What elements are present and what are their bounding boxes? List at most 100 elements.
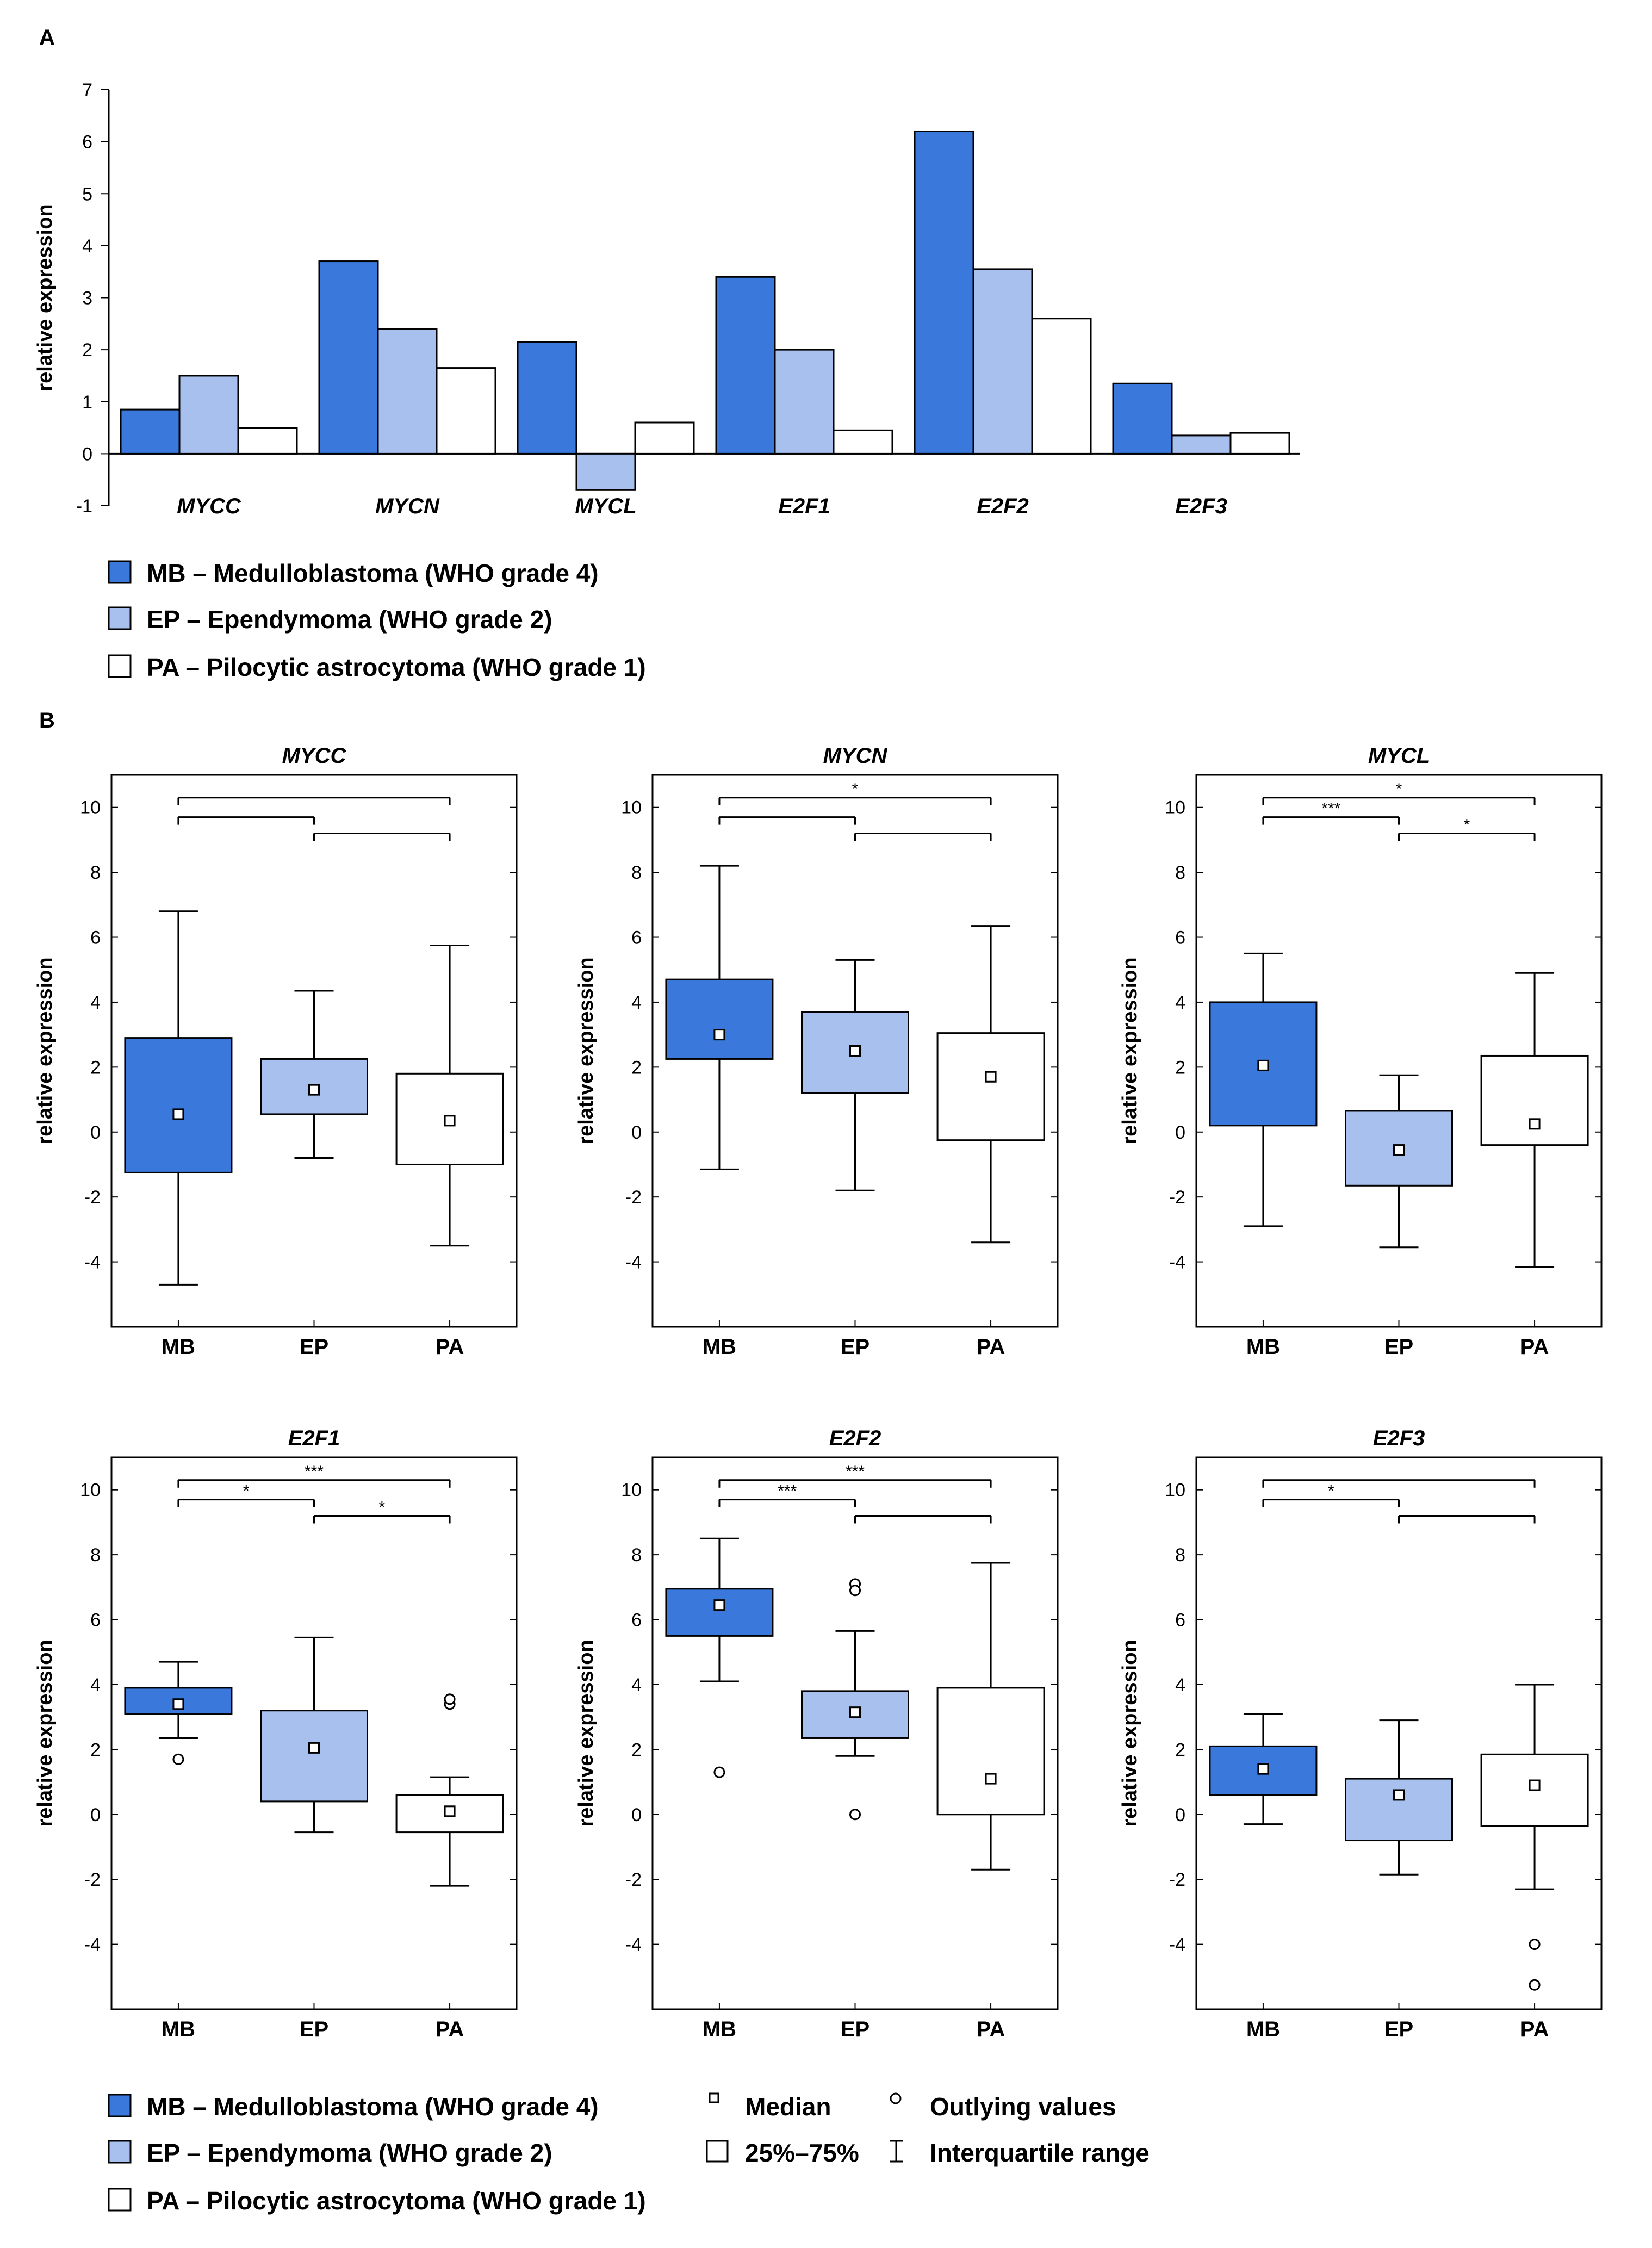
legend-swatch-pa <box>108 2188 132 2212</box>
significance-bracket: * <box>313 1498 451 1524</box>
bar-ep-mycc <box>178 375 239 455</box>
outlier-point <box>849 1809 861 1821</box>
outlier-point <box>1529 1939 1541 1951</box>
y-tick-label: 7 <box>82 80 92 101</box>
y-tick-label: -4 <box>84 1252 101 1273</box>
significance-bracket <box>313 832 451 841</box>
group-label-mb: MB <box>162 2017 195 2041</box>
group-label-ep: EP <box>1384 1335 1413 1359</box>
y-tick-label: 0 <box>1175 1805 1185 1825</box>
box-pa <box>395 944 504 1247</box>
category-label-e2f3: E2F3 <box>1175 494 1227 518</box>
y-tick-label: 4 <box>631 992 642 1013</box>
median-marker <box>849 1045 861 1057</box>
y-tick-label: -2 <box>1169 1870 1185 1890</box>
y-tick-label: 8 <box>90 1545 101 1566</box>
y-tick-label: 4 <box>90 1675 101 1696</box>
y-tick-label: 1 <box>82 392 92 413</box>
median-marker <box>1529 1118 1541 1130</box>
group-label-mb: MB <box>1246 1335 1280 1359</box>
median-marker <box>985 1773 997 1785</box>
group-label-mb: MB <box>162 1335 195 1359</box>
panel-label-a: A <box>39 26 55 49</box>
box-plot-e2f3: E2F3 -4 -2 0 2 4 6 8 10 relative expression MB EP PA… <box>1119 1426 1603 2041</box>
significance-label: * <box>1396 780 1402 798</box>
bar-ep-e2f3 <box>1171 434 1232 455</box>
y-tick-label: 8 <box>90 862 101 883</box>
box-ep <box>260 1636 368 1834</box>
significance-label: * <box>243 1482 250 1500</box>
box-mb <box>1209 952 1318 1227</box>
significance-bracket: *** <box>718 1482 856 1507</box>
box-pa <box>395 1693 504 1887</box>
category-label-e2f2: E2F2 <box>977 494 1029 518</box>
legend-swatch-ep <box>108 606 132 630</box>
bar-ep-e2f1 <box>774 349 835 455</box>
group-label-mb: MB <box>703 1335 736 1359</box>
y-tick-label: 4 <box>1175 1675 1185 1696</box>
plot-title-mycc: MYCC <box>282 744 347 768</box>
significance-label: *** <box>1321 800 1340 818</box>
box-pa <box>936 925 1045 1244</box>
box-plots: MYCC -4 -2 0 2 4 6 8 10 relative expression MB EP PA… <box>34 744 1603 2041</box>
legend-label-mb: MB – Medulloblastoma (WHO grade 4) <box>147 559 599 587</box>
median-marker <box>1257 1059 1269 1071</box>
legend-b: MB – Medulloblastoma (WHO grade 4) EP – E… <box>108 2092 1150 2215</box>
box-mb <box>665 865 774 1170</box>
bar-pa-e2f1 <box>833 429 893 455</box>
plot-title-e2f3: E2F3 <box>1373 1426 1425 1450</box>
box-plot-mycc: MYCC -4 -2 0 2 4 6 8 10 relative expression MB EP PA <box>34 744 518 1359</box>
box-mb <box>124 1661 233 1765</box>
group-label-ep: EP <box>841 2017 870 2041</box>
outlier-point <box>1529 1979 1541 1991</box>
bar-chart: -1 0 1 2 3 4 5 6 7 relative expression MYCC MYCN MYC… <box>34 80 1300 518</box>
iqr-box <box>665 1588 774 1637</box>
y-tick-label: -4 <box>625 1935 642 1955</box>
box-mb <box>1209 1713 1318 1825</box>
legend-label-pa: PA – Pilocytic astrocytoma (WHO grade 1) <box>147 2187 646 2215</box>
y-tick-label: 4 <box>90 992 101 1013</box>
bar-pa-mycl <box>634 421 695 455</box>
significance-bracket: *** <box>177 1463 451 1488</box>
y-tick-label: 2 <box>631 1057 642 1078</box>
legend-box-label: 25%–75% <box>745 2139 859 2167</box>
y-tick-label: 5 <box>82 184 92 204</box>
significance-bracket: * <box>1262 780 1536 805</box>
box-ep <box>801 1578 909 1821</box>
legend-swatch-mb <box>108 560 132 584</box>
significance-bracket: * <box>1398 816 1536 841</box>
legend-whisker-label: Interquartile range <box>930 2139 1150 2167</box>
box-ep <box>1345 1719 1453 1876</box>
legend-a: MB – Medulloblastoma (WHO grade 4) EP – E… <box>108 559 646 681</box>
bar-mb-e2f3 <box>1112 382 1173 455</box>
significance-bracket <box>1398 1514 1536 1524</box>
significance-label: *** <box>305 1463 324 1481</box>
significance-bracket <box>177 816 315 825</box>
group-label-mb: MB <box>703 2017 736 2041</box>
y-tick-label: 8 <box>1175 1545 1185 1566</box>
box-plot-mycn: MYCN -4 -2 0 2 4 6 8 10 relative expression MB EP PA… <box>575 744 1059 1359</box>
significance-label: * <box>378 1498 385 1516</box>
bar-pa-e2f3 <box>1229 432 1290 455</box>
y-tick-label: 6 <box>631 928 642 948</box>
median-marker <box>172 1108 184 1120</box>
significance-label: * <box>852 780 859 798</box>
bar-mb-e2f1 <box>715 276 776 455</box>
median-marker <box>849 1706 861 1718</box>
median-marker-icon <box>709 2092 719 2103</box>
y-tick-label: 3 <box>82 288 92 309</box>
significance-bracket: * <box>177 1482 315 1507</box>
box-mb <box>665 1537 774 1778</box>
legend-outliers-label: Outlying values <box>930 2092 1116 2121</box>
box-ep <box>1345 1074 1453 1249</box>
y-tick-label: 2 <box>1175 1740 1185 1760</box>
median-marker <box>172 1698 184 1710</box>
y-tick-label: 8 <box>631 1545 642 1566</box>
y-tick-label: 6 <box>90 928 101 948</box>
group-label-pa: PA <box>977 2017 1005 2041</box>
y-tick-label: 0 <box>82 444 92 464</box>
y-axis-label: relative expression <box>34 204 57 391</box>
iqr-box <box>665 978 774 1060</box>
legend-label-mb: MB – Medulloblastoma (WHO grade 4) <box>147 2092 599 2121</box>
